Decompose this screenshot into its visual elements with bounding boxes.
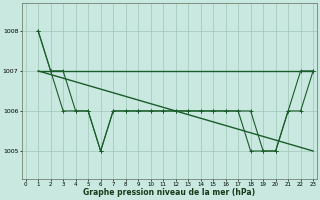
X-axis label: Graphe pression niveau de la mer (hPa): Graphe pression niveau de la mer (hPa): [83, 188, 255, 197]
